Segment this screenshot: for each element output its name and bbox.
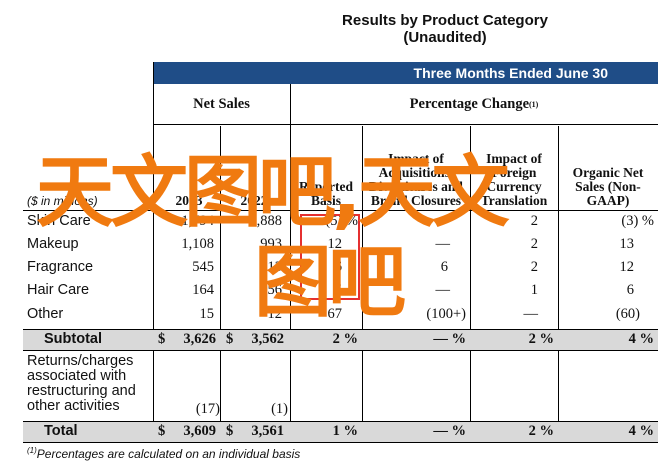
- cell-2022: 1,888: [249, 213, 282, 229]
- total-shade: [23, 422, 658, 442]
- col-organic: Organic Net Sales (Non-GAAP): [572, 165, 644, 208]
- cell-organic: 13: [619, 236, 635, 252]
- highlight-box: [300, 214, 360, 300]
- cell-fx: 2 %: [528, 331, 554, 347]
- divider: [362, 126, 363, 442]
- cell-reported: (5) %: [325, 213, 358, 229]
- row-label: Hair Care: [27, 282, 90, 298]
- cell-acq: (100+): [426, 306, 466, 322]
- net-sales-header: Net Sales: [193, 95, 250, 112]
- watermark-line-1: 天文图吧,天文: [36, 148, 510, 238]
- cell-reported: 2 %: [332, 331, 358, 347]
- cell-2022: 156: [260, 282, 282, 298]
- col-2022: 2022: [240, 193, 268, 208]
- cell-organic: (60): [615, 306, 640, 322]
- row-label: Subtotal: [44, 331, 102, 347]
- footnote-text: Percentages are calculated on an individ…: [36, 447, 301, 461]
- dollar-sign: $: [158, 331, 166, 347]
- col-reported: Reported Basis: [299, 179, 353, 208]
- cell-acq: —: [435, 236, 451, 252]
- cell-reported: 12: [327, 236, 343, 252]
- cell-organic: 4 %: [628, 331, 654, 347]
- cell-2023: 3,609: [183, 423, 216, 439]
- cell-2023: 15: [199, 306, 215, 322]
- report-title: Results by Product Category (Unaudited): [300, 12, 590, 46]
- cell-organic: 4 %: [628, 423, 654, 439]
- cell-2022: 3,562: [251, 331, 284, 347]
- row-label: Skin Care: [27, 213, 91, 229]
- units-label: ($ in millions): [27, 194, 98, 208]
- label-line: associated with: [27, 368, 127, 384]
- cell-2022: (1): [271, 401, 288, 417]
- col-2023: 2023: [175, 193, 203, 208]
- cell-acq: 6: [440, 259, 448, 275]
- cell-2022: 3,561: [251, 423, 284, 439]
- divider: [153, 62, 154, 442]
- cell-2022: 12: [267, 306, 283, 322]
- cell-acq: — %: [433, 423, 466, 439]
- watermark-line-2: 图吧: [254, 238, 406, 328]
- footnote: (1)Percentages are calculated on an indi…: [27, 446, 300, 461]
- subtotal-shade: [23, 330, 658, 350]
- divider: [470, 126, 471, 442]
- cell-reported: 1 %: [332, 423, 358, 439]
- cell-fx: 2 %: [528, 423, 554, 439]
- row-label: Returns/charges associated with restruct…: [27, 354, 136, 414]
- pct-change-note: (1): [529, 99, 539, 109]
- dollar-sign: $: [226, 331, 234, 347]
- pct-change-label: Percentage Change: [409, 95, 529, 112]
- divider: [23, 350, 658, 351]
- row-label: Fragrance: [27, 259, 94, 275]
- divider: [220, 126, 221, 442]
- period-header-bar: Three Months Ended June 30: [153, 62, 658, 84]
- label-line: Returns/charges: [27, 353, 134, 369]
- row-label: Other: [27, 306, 64, 322]
- label-line: restructuring and: [27, 383, 136, 399]
- cell-fx: 2: [530, 259, 538, 275]
- title-line-2: (Unaudited): [403, 29, 487, 46]
- cell-organic: 6: [626, 282, 634, 298]
- divider: [558, 126, 559, 442]
- cell-2023: 1,794: [181, 213, 214, 229]
- cell-2023: 545: [192, 259, 214, 275]
- cell-reported: 6: [334, 259, 342, 275]
- cell-acq: — %: [433, 331, 466, 347]
- label-line: other activities: [27, 398, 120, 414]
- col-acquisitions: Impact of Acquisitions, Divestitures and…: [369, 151, 463, 208]
- cell-organic: 12: [619, 259, 635, 275]
- dollar-sign: $: [226, 423, 234, 439]
- cell-reported: 5: [334, 282, 342, 298]
- title-line-1: Results by Product Category: [342, 12, 548, 29]
- cell-2022: 513: [260, 259, 282, 275]
- divider: [23, 329, 658, 330]
- row-label: Makeup: [27, 236, 79, 252]
- cell-fx: 2: [530, 236, 538, 252]
- cell-acq: —: [435, 213, 451, 229]
- pct-change-header: Percentage Change (1): [290, 84, 658, 124]
- footnote-mark: (1): [27, 446, 37, 455]
- dollar-sign: $: [158, 423, 166, 439]
- cell-2022: 993: [260, 236, 282, 252]
- cell-acq: —: [435, 282, 451, 298]
- cell-reported: 67: [327, 306, 343, 322]
- divider: [23, 421, 658, 422]
- cell-2023: 164: [192, 282, 214, 298]
- row-label: Total: [44, 423, 78, 439]
- cell-2023: 3,626: [183, 331, 216, 347]
- cell-organic: (3) %: [621, 213, 654, 229]
- divider: [290, 84, 291, 442]
- cell-fx: 1: [530, 282, 538, 298]
- cell-fx: —: [523, 306, 539, 322]
- divider: [153, 124, 658, 125]
- cell-2023: 1,108: [181, 236, 214, 252]
- col-fx: Impact of Foreign Currency Translation: [480, 151, 548, 208]
- divider: [23, 442, 658, 443]
- cell-2023: (17): [195, 401, 220, 417]
- divider: [23, 210, 658, 211]
- cell-fx: 2: [530, 213, 538, 229]
